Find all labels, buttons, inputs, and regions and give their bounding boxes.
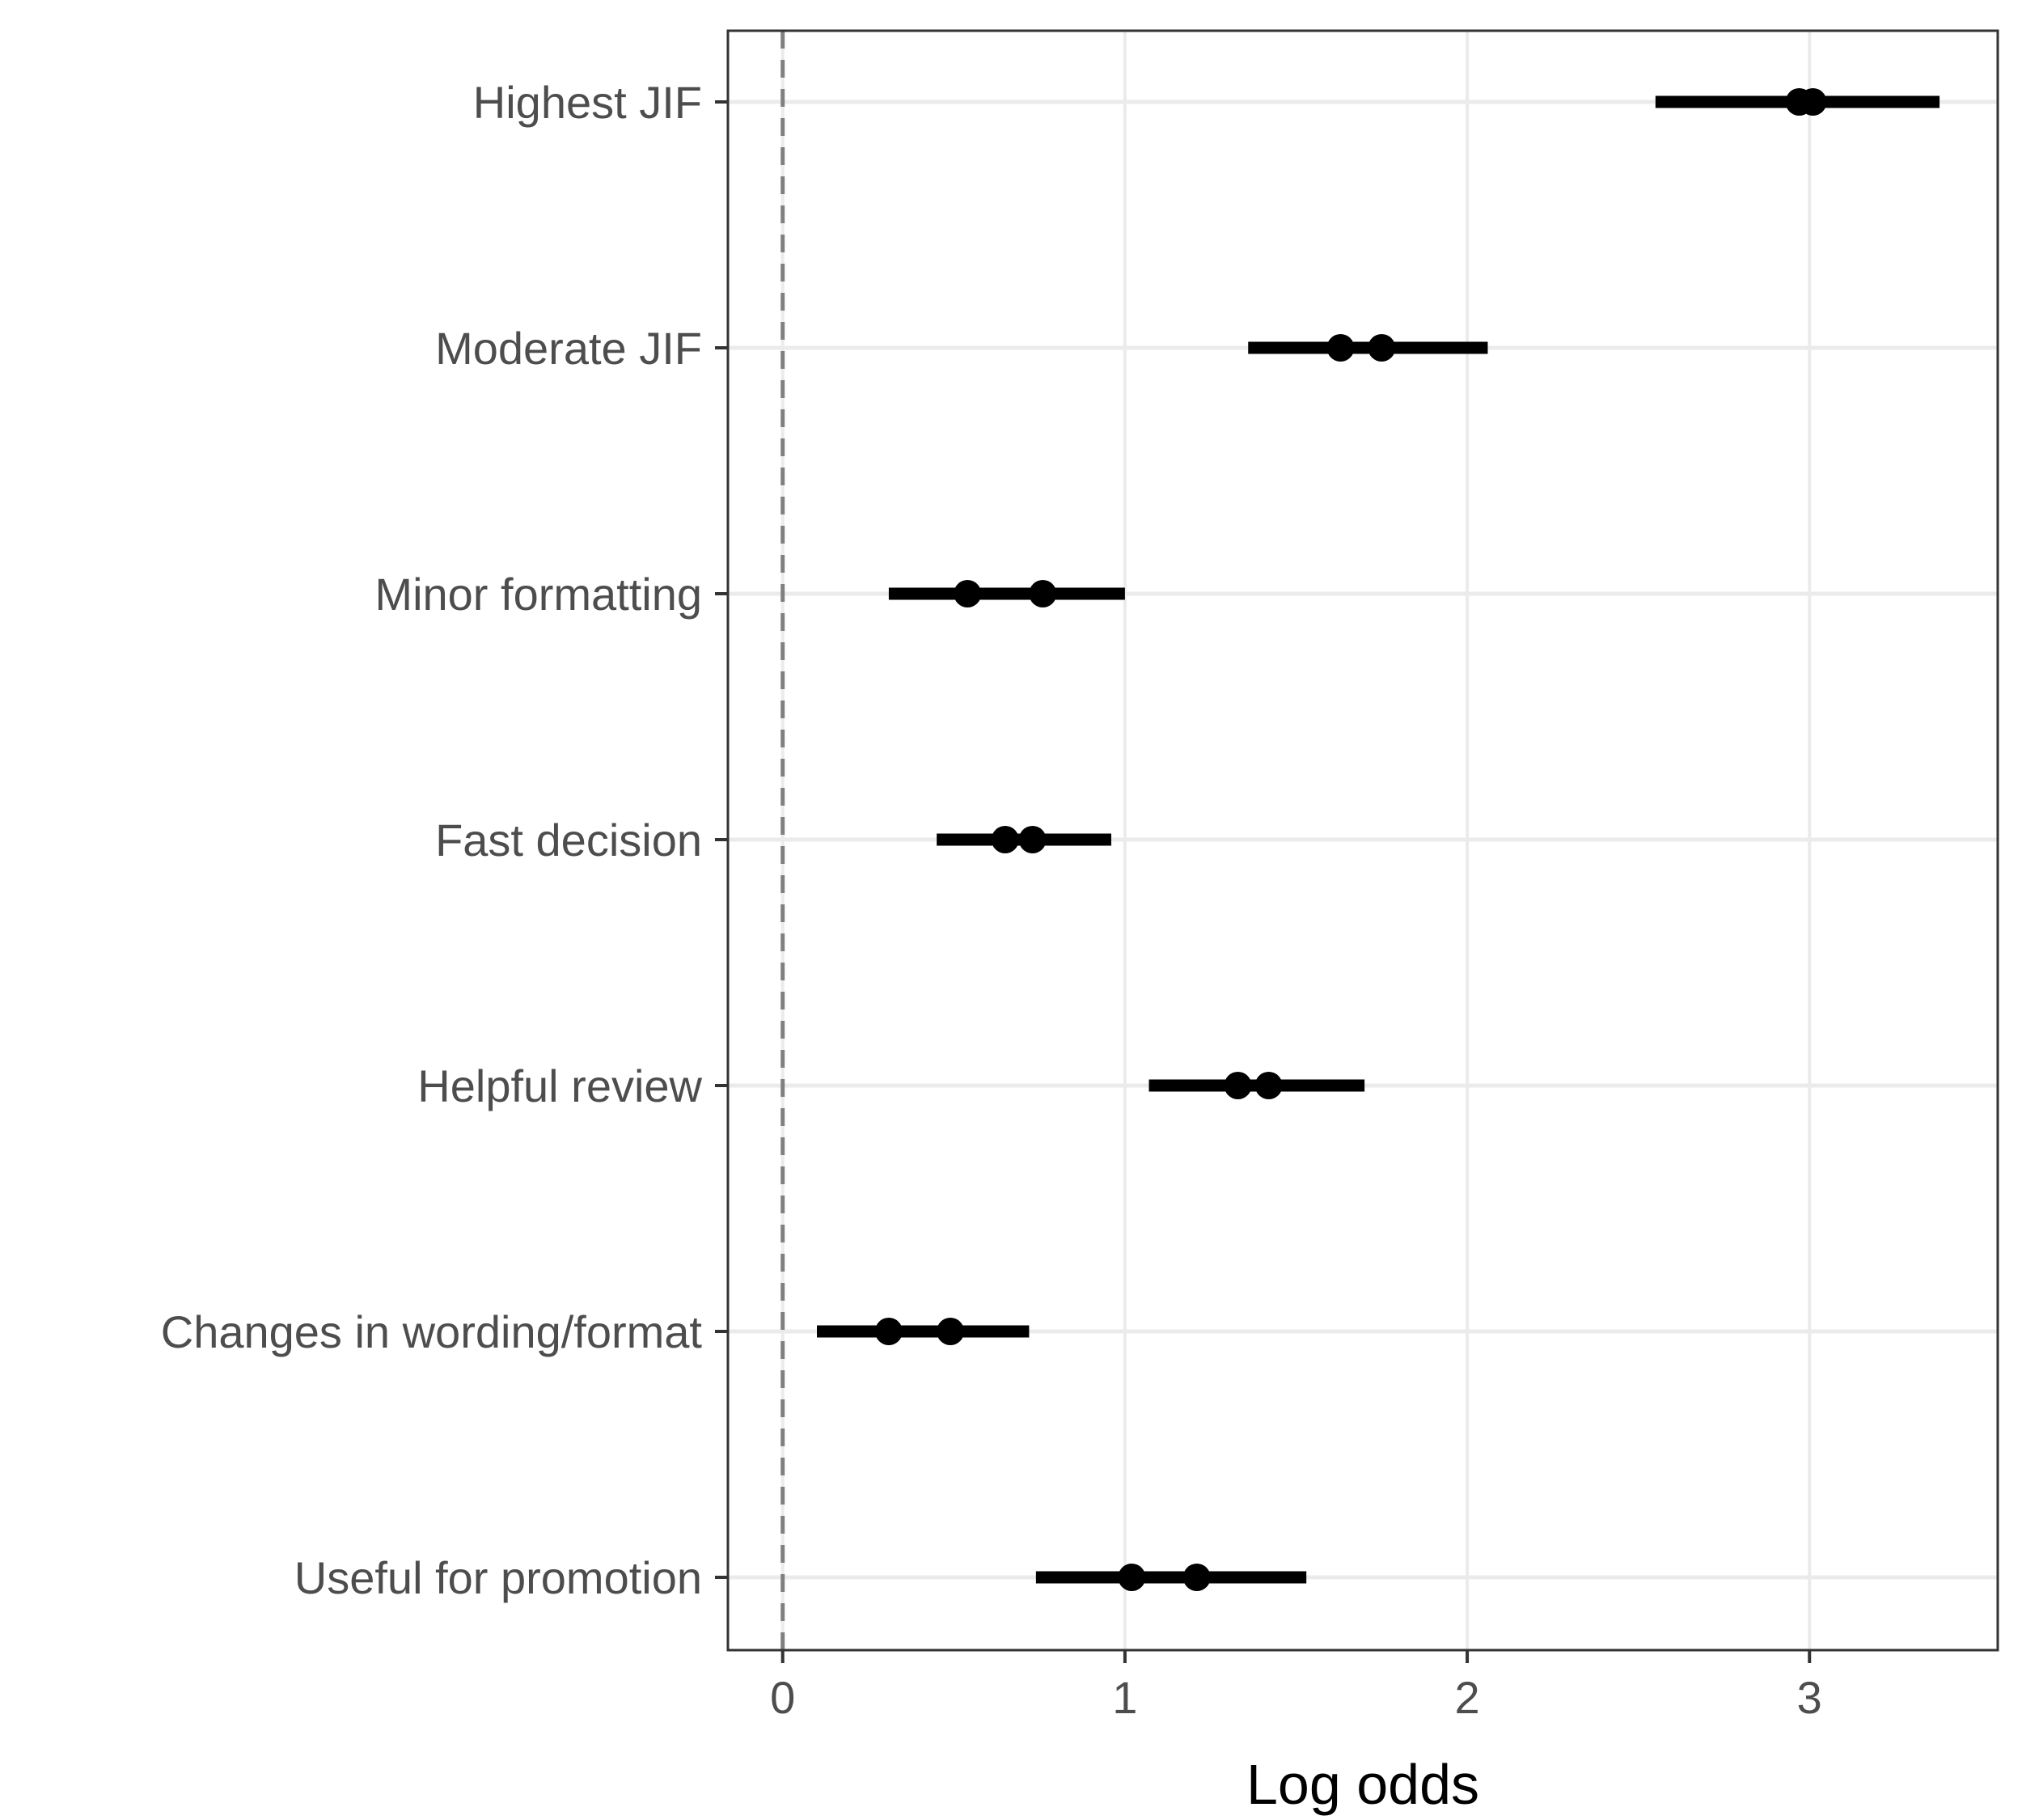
point-estimate — [1118, 1564, 1146, 1591]
x-tick-label: 3 — [1797, 1672, 1822, 1723]
point-estimate — [954, 580, 982, 607]
point-estimate — [1254, 1072, 1283, 1099]
x-axis-title: Log odds — [1246, 1753, 1479, 1816]
y-tick-label: Highest JIF — [473, 77, 702, 128]
point-estimate — [1368, 334, 1396, 362]
y-tick-label: Useful for promotion — [294, 1552, 702, 1603]
y-tick-label: Changes in wording/format — [161, 1306, 703, 1357]
point-estimate — [1224, 1072, 1252, 1099]
point-estimate — [1029, 580, 1057, 607]
y-tick-label: Fast decision — [435, 815, 702, 866]
x-tick-label: 0 — [770, 1672, 795, 1723]
point-estimate — [1018, 826, 1047, 853]
point-estimate — [937, 1318, 965, 1345]
point-estimate — [1182, 1564, 1211, 1591]
mark-layer — [817, 88, 1940, 1591]
point-estimate — [1326, 334, 1355, 362]
y-tick-label: Minor formatting — [374, 569, 702, 620]
y-tick-label: Helpful review — [417, 1060, 702, 1111]
point-estimate — [991, 826, 1019, 853]
x-tick-label: 1 — [1112, 1672, 1137, 1723]
point-estimate — [1799, 88, 1827, 116]
point-estimate — [874, 1318, 903, 1345]
grid-layer — [728, 31, 1998, 1650]
x-tick-label: 2 — [1454, 1672, 1479, 1723]
y-tick-label: Moderate JIF — [435, 323, 702, 374]
axis-layer: Highest JIF Moderate JIF Minor formatting F… — [161, 77, 1822, 1723]
